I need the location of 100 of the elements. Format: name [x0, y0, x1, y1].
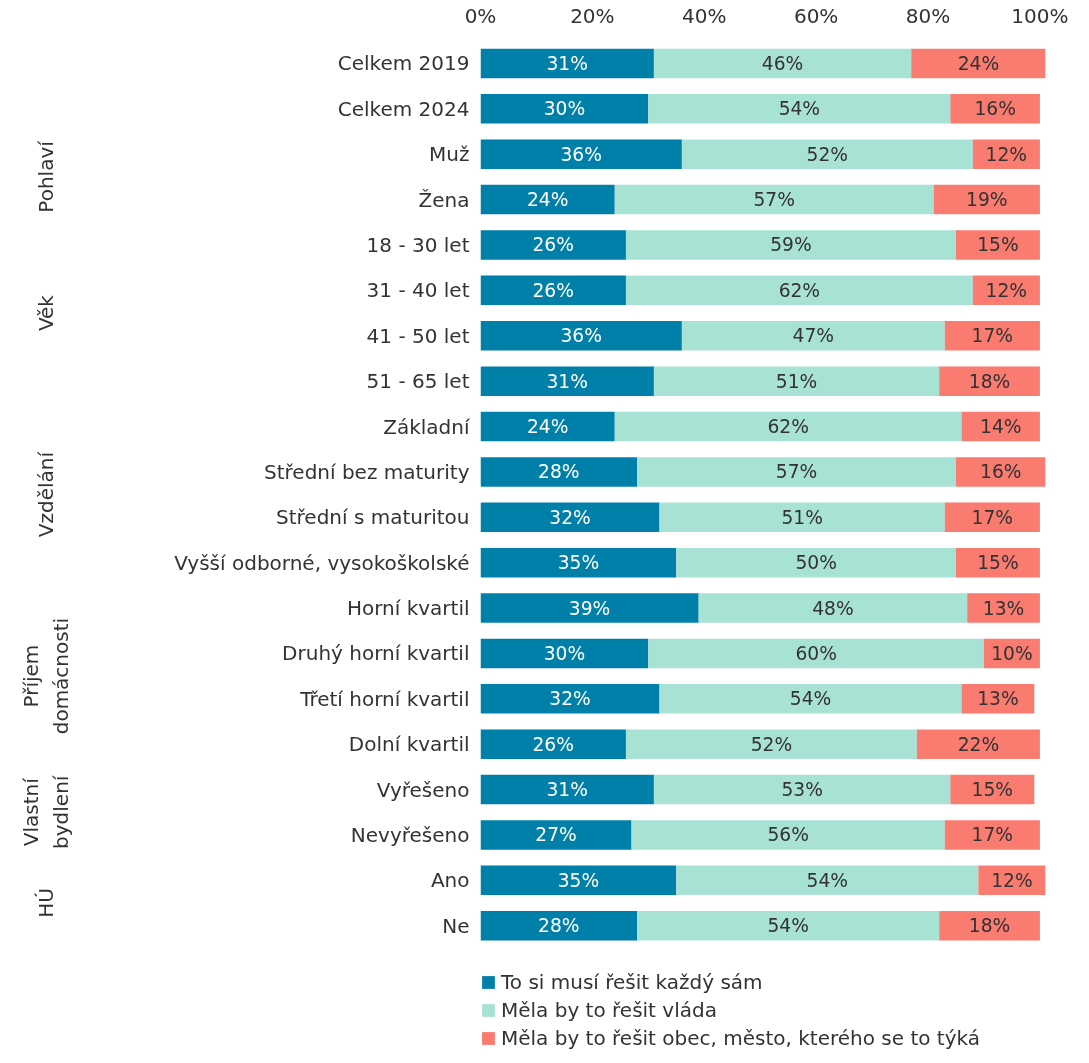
data-label: 39% [568, 597, 611, 619]
y-tick-label: Základní [383, 414, 471, 439]
y-tick-label: Nevyřešeno [350, 822, 470, 847]
bar [956, 457, 1046, 487]
bar [681, 321, 945, 351]
bar [480, 48, 654, 79]
data-label: 50% [795, 552, 837, 574]
data-label: 59% [770, 234, 812, 256]
data-label: 52% [750, 733, 793, 755]
bar [653, 48, 912, 79]
bar [648, 638, 984, 669]
bar [480, 910, 638, 941]
bar [480, 275, 626, 306]
y-tick-label: Muž [429, 142, 470, 167]
data-label: 16% [980, 461, 1022, 483]
bar [944, 502, 1040, 533]
bar [956, 230, 1040, 260]
data-label: 62% [778, 279, 821, 301]
data-label: 54% [778, 98, 821, 120]
data-label: 15% [977, 552, 1019, 574]
y-tick-label: Horní kvartil [346, 596, 470, 621]
data-label: 17% [971, 325, 1014, 347]
data-label: 28% [538, 461, 580, 483]
y-tick-label: Vyřešeno [376, 777, 470, 802]
data-label: 36% [560, 325, 602, 347]
x-tick-label: 0% [464, 3, 497, 28]
y-tick-label: Vyšší odborné, vysokoškolské [174, 550, 470, 575]
data-label: 13% [982, 597, 1025, 619]
bar [676, 865, 979, 896]
bar [939, 366, 1040, 396]
data-label: 13% [977, 688, 1019, 710]
bar [681, 139, 973, 169]
x-tick-label: 60% [793, 3, 839, 28]
data-label: 12% [991, 869, 1033, 891]
data-label: 51% [775, 370, 818, 392]
bar [480, 502, 660, 533]
data-label: 56% [767, 824, 809, 846]
data-label: 46% [761, 52, 804, 74]
bar [625, 230, 956, 260]
y-tick-label: 41 - 50 let [366, 323, 470, 348]
y-tick-label: Celkem 2019 [337, 51, 470, 76]
y-tick-label: 31 - 40 let [366, 278, 470, 303]
bar [480, 457, 638, 487]
y-tick-label: Ano [430, 868, 470, 893]
bar [480, 729, 626, 759]
y-tick-label: Celkem 2024 [337, 96, 470, 121]
y-tick-label: Ne [442, 913, 470, 938]
data-label: 62% [767, 416, 809, 438]
data-label: 22% [957, 733, 1000, 755]
data-label: 10% [991, 642, 1033, 664]
data-label: 54% [806, 869, 849, 891]
data-label: 31% [546, 370, 588, 392]
y-tick-label: 18 - 30 let [366, 232, 470, 257]
data-label: 35% [557, 552, 600, 574]
x-tick-label: 80% [905, 3, 951, 28]
text: Vzdělání [33, 450, 58, 538]
bar [480, 94, 649, 124]
data-label: 54% [789, 688, 832, 710]
data-label: 18% [968, 915, 1011, 937]
data-label: 14% [980, 416, 1022, 438]
bar [653, 774, 951, 805]
x-tick-label: 40% [682, 3, 727, 28]
y-tick-label: Střední s maturitou [276, 505, 470, 530]
bar [480, 321, 682, 351]
data-label: 26% [532, 733, 574, 755]
bar [653, 366, 940, 396]
bar [614, 184, 934, 215]
text: Věk [33, 294, 58, 332]
bar [614, 411, 962, 442]
data-label: 32% [549, 506, 591, 528]
bar [625, 729, 917, 759]
bar [480, 411, 615, 442]
data-label: 48% [812, 597, 854, 619]
data-label: 26% [532, 234, 574, 256]
data-label: 31% [546, 779, 588, 801]
bar [480, 684, 660, 714]
bar [480, 139, 682, 169]
text: HÚ [33, 888, 58, 918]
data-label: 51% [781, 506, 823, 528]
data-label: 27% [535, 824, 577, 846]
data-label: 24% [957, 52, 1000, 74]
legend-label: Měla by to řešit obec, město, kterého se to týká [501, 1026, 981, 1050]
text: Pohlaví [33, 139, 58, 213]
bar [916, 729, 1040, 759]
y-tick-label: Střední bez maturity [264, 459, 470, 484]
bar [631, 820, 945, 850]
data-label: 28% [538, 915, 580, 937]
bar [911, 48, 1046, 79]
data-label: 57% [775, 461, 818, 483]
text: Vlastní bydlení [18, 774, 73, 849]
y-tick-label: Třetí horní kvartil [299, 686, 470, 711]
data-label: 12% [985, 279, 1028, 301]
bar [480, 820, 632, 850]
bar [698, 593, 968, 623]
data-label: 35% [557, 869, 600, 891]
data-label: 53% [781, 779, 823, 801]
bar [659, 684, 962, 714]
data-label: 57% [753, 189, 795, 211]
bar [480, 230, 626, 260]
data-label: 30% [543, 98, 586, 120]
